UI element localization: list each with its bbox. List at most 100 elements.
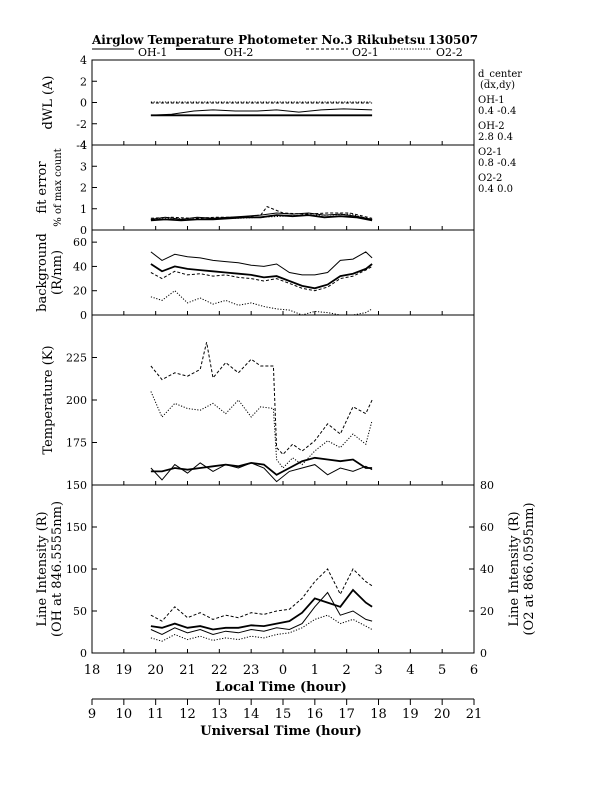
ytick-label-temp: 225 — [66, 352, 87, 365]
ytick-label-fit: 4 — [80, 139, 87, 152]
series-temp-o2-2 — [150, 391, 373, 469]
ytick-label-temp: 150 — [66, 479, 87, 492]
legend-label-oh-2: OH-2 — [224, 46, 253, 59]
ut-tick-label: 20 — [434, 707, 451, 722]
ylabel2-int: (OH at 846.5555nm) — [50, 501, 65, 637]
side-oh2-label: OH-2 — [478, 121, 505, 132]
ytick-label-bg: 20 — [73, 285, 87, 298]
ut-tick-label: 13 — [211, 707, 228, 722]
ylabel-right2-int: (O2 at 866.0595nm) — [522, 502, 537, 635]
panel-dwl: -4 -2 0 2 4 dWL (A) — [41, 54, 475, 152]
side-o21-val: 0.8 -0.4 — [478, 158, 516, 169]
panel-frame-fit — [91, 144, 475, 231]
legend-label-oh-1: OH-1 — [138, 46, 167, 59]
ylabel-bg: background — [35, 233, 50, 312]
panel-frame-bg — [91, 229, 475, 316]
ytick-label-bg: 60 — [73, 236, 87, 249]
ytick-label-temp: 175 — [66, 437, 87, 450]
local-tick-label: 18 — [84, 663, 101, 678]
legend-label-o2-1: O2-1 — [352, 46, 379, 59]
ylabel-dwl: dWL (A) — [41, 76, 56, 130]
panel-bg: 0 20 40 60 background (R/nm) — [35, 229, 475, 322]
ut-label: Universal Time (hour) — [200, 724, 362, 739]
series-temp-oh-2 — [150, 456, 373, 476]
local-tick-label: 20 — [147, 663, 164, 678]
ylabel-fit: fit error — [35, 161, 50, 214]
series-int-oh-1 — [150, 591, 373, 636]
panel-fit: 0 1 2 3 4 fit error% of max count — [35, 139, 475, 237]
local-tick-label: 4 — [406, 663, 414, 678]
ytick-label-dwl: 2 — [80, 75, 87, 88]
side-o22-val: 0.4 0.0 — [478, 184, 513, 195]
panels: -4 -2 0 2 4 dWL (A) 0 1 2 3 4 fit error% of max cou… — [35, 54, 537, 660]
y2tick-label-int: 20 — [480, 605, 494, 618]
ut-tick-label: 18 — [370, 707, 387, 722]
side-o22-label: O2-2 — [478, 173, 502, 184]
series-int-o2-2 — [150, 614, 373, 642]
series-fit-oh-1 — [150, 212, 373, 220]
chart-title: Airglow Temperature Photometer No.3 Riku… — [91, 33, 426, 47]
side-oh1-label: OH-1 — [478, 95, 505, 106]
ytick-label-fit: 1 — [80, 203, 87, 216]
series-dwl-oh-1 — [150, 108, 373, 116]
ytick-label-int: 150 — [66, 521, 87, 534]
ytick-label-int: 100 — [66, 563, 87, 576]
ylabel2-bg: (R/nm) — [50, 250, 65, 295]
local-tick-label: 22 — [211, 663, 228, 678]
ut-tick-label: 14 — [243, 707, 260, 722]
x-axes: 18 19 20 21 22 23 0 1 2 3 4 5 69 10 11 12 13 14 15 16 17 18 19… — [84, 663, 483, 722]
ylabel-temp: Temperature (K) — [41, 345, 56, 454]
series-fit-o2-2 — [150, 213, 373, 220]
ut-tick-label: 10 — [116, 707, 133, 722]
local-tick-label: 0 — [279, 663, 287, 678]
local-tick-label: 23 — [243, 663, 260, 678]
series-int-oh-2 — [150, 588, 373, 631]
chart-date: 130507 — [428, 33, 478, 47]
ut-tick-label: 17 — [338, 707, 355, 722]
local-tick-label: 21 — [179, 663, 196, 678]
ut-tick-label: 11 — [147, 707, 164, 722]
ut-tick-label: 21 — [466, 707, 483, 722]
local-tick-label: 2 — [343, 663, 351, 678]
ytick-label-fit: 2 — [80, 182, 87, 195]
y2tick-label-int: 80 — [480, 479, 494, 492]
ut-tick-label: 12 — [179, 707, 196, 722]
ytick-label-fit: 3 — [80, 160, 87, 173]
series-bg-o2-2 — [150, 290, 373, 315]
y2tick-label-int: 40 — [480, 563, 494, 576]
local-time-label: Local Time (hour) — [215, 680, 347, 695]
local-tick-label: 6 — [470, 663, 478, 678]
ut-tick-label: 9 — [88, 707, 96, 722]
ytick-label-bg: 40 — [73, 260, 87, 273]
series-bg-oh-1 — [150, 251, 373, 276]
panel-frame-temp — [91, 314, 475, 486]
ytick-label-dwl: 4 — [80, 54, 87, 67]
ut-tick-label: 15 — [275, 707, 292, 722]
side-dxdy: (dx,dy) — [480, 80, 515, 91]
series-bg-o2-1 — [150, 265, 373, 292]
panel-temp: 150 175 200 225 Temperature (K) — [41, 314, 475, 492]
y2tick-label-int: 60 — [480, 521, 494, 534]
ytick-label-temp: 200 — [66, 394, 87, 407]
local-tick-label: 19 — [116, 663, 133, 678]
legend: OH-1 OH-2 O2-1 O2-2 — [92, 46, 463, 59]
series-temp-o2-1 — [150, 342, 373, 456]
series-temp-oh-1 — [150, 462, 373, 483]
side-info: d_center (dx,dy) OH-1 0.4 -0.4 OH-2 2.8 … — [478, 69, 522, 195]
ytick-label-dwl: -2 — [76, 118, 87, 131]
legend-label-o2-2: O2-2 — [436, 46, 463, 59]
side-oh2-val: 2.8 0.4 — [478, 132, 513, 143]
ylabel-int: Line Intensity (R) — [35, 511, 50, 626]
ytick-label-int: 0 — [80, 647, 87, 660]
y2tick-label-int: 0 — [480, 647, 487, 660]
local-tick-label: 3 — [374, 663, 382, 678]
series-fit-o2-1 — [150, 205, 373, 219]
ut-tick-label: 16 — [307, 707, 324, 722]
series-fit-oh-2 — [150, 214, 373, 222]
ylabel2-fit: % of max count — [53, 148, 64, 226]
side-oh1-val: 0.4 -0.4 — [478, 106, 516, 117]
local-tick-label: 1 — [311, 663, 319, 678]
ytick-label-bg: 0 — [80, 309, 87, 322]
ylabel-right-int: Line Intensity (R) — [507, 511, 522, 626]
